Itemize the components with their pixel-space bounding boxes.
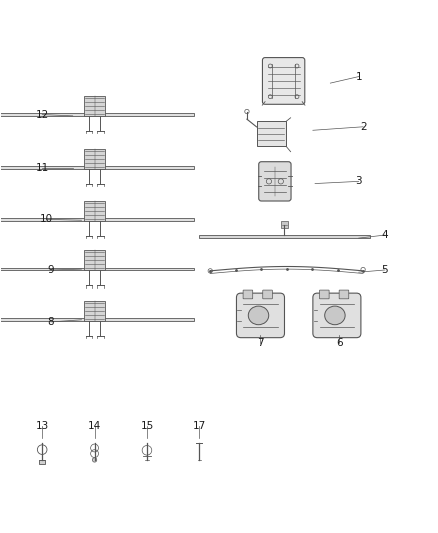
FancyBboxPatch shape [259, 161, 291, 201]
FancyBboxPatch shape [339, 290, 349, 299]
Bar [0, 318, 194, 321]
Text: 2: 2 [360, 122, 367, 132]
Bar [84, 96, 105, 116]
Text: 15: 15 [140, 421, 154, 431]
FancyBboxPatch shape [237, 293, 285, 338]
Bar [281, 221, 288, 228]
Text: 14: 14 [88, 421, 101, 431]
Text: 9: 9 [48, 265, 54, 275]
Text: 8: 8 [48, 317, 54, 327]
Bar [84, 251, 105, 270]
Bar [199, 236, 370, 238]
Text: 7: 7 [257, 338, 264, 348]
Text: 13: 13 [35, 421, 49, 431]
Text: 12: 12 [35, 110, 49, 119]
Bar [84, 201, 105, 221]
Text: 1: 1 [355, 71, 362, 82]
Bar [0, 219, 194, 221]
FancyBboxPatch shape [262, 58, 305, 104]
Ellipse shape [248, 306, 269, 325]
Text: 3: 3 [355, 176, 362, 187]
Text: 4: 4 [381, 230, 388, 240]
FancyBboxPatch shape [313, 293, 361, 338]
Text: 5: 5 [381, 265, 388, 275]
Bar [39, 460, 45, 464]
Bar [84, 149, 105, 169]
FancyBboxPatch shape [263, 290, 272, 299]
FancyBboxPatch shape [319, 290, 329, 299]
Bar [84, 301, 105, 321]
Text: 17: 17 [193, 421, 206, 431]
Circle shape [92, 458, 97, 462]
Bar [257, 122, 286, 147]
Ellipse shape [325, 306, 345, 325]
Bar [0, 268, 194, 270]
FancyBboxPatch shape [243, 290, 253, 299]
Text: 10: 10 [40, 214, 53, 224]
Bar [0, 113, 194, 116]
Bar [0, 166, 194, 169]
Text: 11: 11 [35, 163, 49, 173]
Text: 6: 6 [336, 338, 343, 348]
